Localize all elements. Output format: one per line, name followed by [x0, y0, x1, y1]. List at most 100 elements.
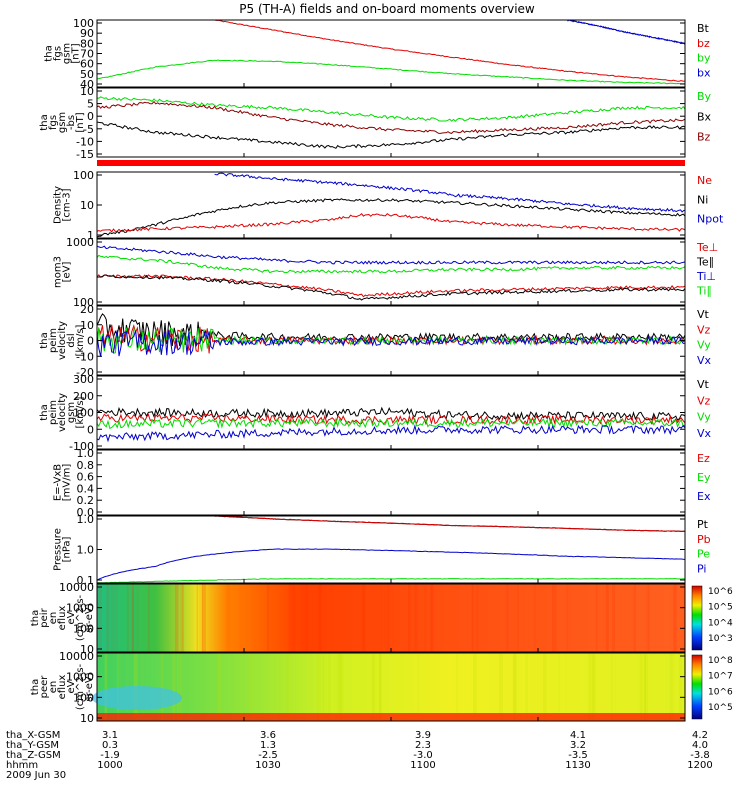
- axis-row-value: 1000: [97, 760, 122, 771]
- heatmap-band: [291, 584, 296, 652]
- heatmap-band: [471, 584, 475, 652]
- y-axis-label-line: [nPa]: [62, 536, 73, 562]
- heatmap-band: [305, 584, 308, 652]
- legend-By: By: [697, 90, 712, 103]
- heatmap-band: [506, 584, 509, 652]
- status-bar: [97, 160, 685, 166]
- heatmap-band: [592, 653, 596, 721]
- y-tick-label: 1.0: [77, 544, 95, 557]
- axis-row-value: 3.1: [102, 730, 118, 741]
- y-tick-label: 0.0: [77, 506, 95, 519]
- series-group: [97, 172, 685, 238]
- heatmap-band: [551, 584, 556, 652]
- series-line-Bz: [97, 100, 685, 134]
- y-tick-label: 100: [73, 296, 94, 309]
- y-tick-label: 300: [73, 373, 94, 386]
- y-axis-label-line: sr-eV): [84, 603, 95, 632]
- legend-Ez: Ez: [697, 452, 710, 465]
- panel-frame: [96, 87, 686, 158]
- y-axis-label-line: eV: [66, 611, 77, 624]
- heatmap-band: [106, 584, 109, 652]
- heatmap-band: [645, 584, 650, 652]
- legend-Te⊥: Te⊥: [696, 241, 718, 254]
- legend-Pi: Pi: [697, 562, 706, 575]
- axis-row-value: 4.0: [692, 740, 708, 751]
- heatmap-band: [126, 584, 129, 652]
- y-tick-label: -20: [76, 366, 94, 379]
- heatmap-band: [555, 584, 557, 652]
- heatmap-band: [640, 653, 645, 721]
- y-axis-label-line: peir: [39, 607, 50, 627]
- panel-frame: [96, 19, 686, 88]
- series-group: [97, 20, 685, 85]
- heatmap-band: [339, 653, 344, 721]
- y-axis-label: Density[cm-3]: [53, 186, 73, 224]
- panel-frame: [96, 449, 686, 516]
- y-tick-label: 40: [80, 78, 94, 91]
- panel-frame: [96, 515, 686, 584]
- y-tick-label: 100: [73, 169, 94, 182]
- heatmap-band: [673, 653, 675, 721]
- y-tick-label: -15: [76, 148, 94, 161]
- y-tick-label: 60: [80, 58, 94, 71]
- panel-frame: [96, 375, 686, 450]
- heatmap-band: [339, 653, 342, 721]
- y-axis-label-line: en: [48, 681, 59, 694]
- heatmap-band: [648, 653, 649, 721]
- heatmap-band: [177, 653, 180, 721]
- axis-row-value: -1.9: [100, 750, 120, 761]
- y-tick-label: 0.6: [77, 471, 95, 484]
- y-axis-label-line: [nT]: [75, 112, 86, 132]
- heatmap-band: [424, 584, 427, 652]
- series-group: [97, 313, 685, 357]
- heatmap-band: [131, 584, 135, 652]
- heatmap-band: [471, 584, 474, 652]
- legend-Npot: Npot: [697, 213, 724, 226]
- y-tick-label: 80: [80, 37, 94, 50]
- legend-Pt: Pt: [697, 518, 709, 531]
- y-axis-label-line: gsm: [62, 43, 73, 64]
- y-tick-label: 0.8: [77, 459, 95, 472]
- axis-row-value: 4.2: [692, 730, 708, 741]
- axis-row-value: -3.8: [690, 750, 710, 761]
- legend-Vz: Vz: [697, 323, 711, 336]
- heatmap-band: [318, 584, 322, 652]
- axis-row-label: hhmm: [6, 760, 38, 771]
- heatmap-band: [499, 653, 504, 721]
- y-tick-label: 1.0: [77, 447, 95, 460]
- y-tick-label: 10: [80, 85, 94, 98]
- heatmap-band: [371, 653, 375, 721]
- heatmap-band: [98, 584, 102, 652]
- panel-frame: [96, 305, 686, 376]
- date-label: 2009 Jun 30: [6, 770, 66, 781]
- axis-row-value: -3.5: [568, 750, 588, 761]
- heatmap-band: [639, 653, 643, 721]
- heatmap-band: [543, 653, 547, 721]
- heatmap-band: [592, 653, 595, 721]
- series-line-Ti∥: [97, 254, 685, 274]
- legend-Ne: Ne: [697, 174, 712, 187]
- y-tick-label: 1: [87, 229, 94, 242]
- legend-Vx: Vx: [697, 427, 712, 440]
- axis-row-value: 1030: [255, 760, 280, 771]
- heatmap-band: [525, 653, 528, 721]
- axis-row-value: 3.2: [570, 740, 586, 751]
- series-line-Pt: [214, 516, 685, 533]
- legend-Vt: Vt: [697, 308, 710, 321]
- legend-Te∥: Te∥: [696, 256, 714, 269]
- legend-Bt: Bt: [697, 22, 710, 35]
- heatmap-band: [588, 653, 591, 721]
- y-axis-label-line: tha: [39, 332, 50, 348]
- y-axis-label-line: velocity: [57, 321, 68, 360]
- colorbar: [691, 654, 703, 720]
- heatmap-band: [647, 584, 650, 652]
- y-axis-label-line: [km/s]: [75, 324, 86, 356]
- series-line-Ne: [97, 212, 685, 233]
- y-axis-label: mom3[eV]: [53, 256, 73, 288]
- heatmap-band: [669, 653, 674, 721]
